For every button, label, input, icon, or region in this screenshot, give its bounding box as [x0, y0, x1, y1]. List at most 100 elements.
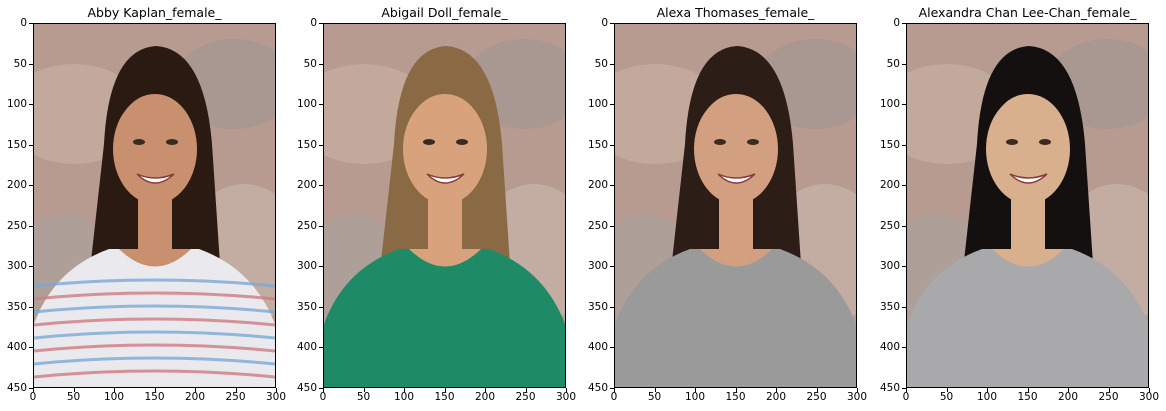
y-tick-label: 0 [20, 17, 27, 29]
y-tick-mark [610, 185, 614, 187]
x-tick-label: 50 [66, 391, 81, 403]
x-tick-label: 100 [684, 391, 706, 403]
y-tick-label: 50 [886, 57, 900, 70]
y-tick-mark [29, 306, 33, 308]
y-tick-label: 350 [6, 300, 27, 313]
y-tick-mark [902, 388, 906, 389]
y-tick-mark [29, 185, 33, 187]
y-tick-mark [902, 306, 906, 308]
y-tick-mark [319, 225, 323, 227]
image-panel: Alexandra Chan Lee-Chan_female_ 0 50 100 150… [880, 0, 1159, 411]
y-tick-label: 350 [879, 300, 900, 313]
y-tick-label: 0 [893, 17, 900, 29]
y-tick-mark [902, 347, 906, 349]
x-tick-label: 200 [1057, 391, 1079, 403]
y-tick-label: 400 [879, 341, 900, 354]
panel-title: Abby Kaplan_female_ [87, 5, 222, 20]
image-panel: Abby Kaplan_female_ 0 50 100 150 200 250 300 350… [7, 0, 286, 411]
y-tick-label: 200 [587, 179, 608, 192]
x-tick-label: 200 [184, 391, 206, 403]
x-tick-label: 300 [846, 391, 868, 403]
y-tick-mark [902, 266, 906, 268]
y-tick-mark [902, 225, 906, 227]
y-tick-mark [29, 225, 33, 227]
y-tick-label: 100 [587, 98, 608, 111]
y-tick-mark [319, 185, 323, 187]
y-tick-label: 350 [296, 300, 317, 313]
y-tick-label: 150 [6, 138, 27, 151]
y-tick-label: 400 [587, 341, 608, 354]
y-tick-label: 100 [879, 98, 900, 111]
y-tick-label: 450 [587, 382, 608, 394]
x-tick-label: 50 [647, 391, 662, 403]
y-tick-mark [29, 23, 33, 24]
x-tick-mark [566, 388, 567, 392]
y-tick-label: 250 [587, 219, 608, 232]
y-tick-label: 150 [296, 138, 317, 151]
x-tick-label: 250 [225, 391, 246, 403]
y-tick-mark [610, 306, 614, 308]
y-tick-label: 300 [296, 260, 317, 273]
y-tick-label: 200 [879, 179, 900, 192]
y-tick-mark [29, 104, 33, 106]
y-tick-label: 450 [296, 382, 317, 394]
y-tick-label: 0 [601, 17, 608, 29]
y-tick-mark [29, 63, 33, 65]
x-tick-label: 300 [1138, 391, 1160, 403]
x-tick-label: 300 [555, 391, 577, 403]
y-tick-label: 400 [296, 341, 317, 354]
x-tick-label: 50 [356, 391, 371, 403]
y-tick-label: 300 [587, 260, 608, 273]
portrait-icon [324, 24, 565, 387]
y-tick-label: 300 [6, 260, 27, 273]
y-tick-mark [902, 104, 906, 106]
x-tick-label: 150 [144, 391, 165, 403]
y-tick-label: 50 [594, 57, 608, 70]
panel-title: Alexa Thomases_female_ [656, 5, 815, 20]
y-tick-mark [29, 266, 33, 268]
y-tick-label: 250 [296, 219, 317, 232]
y-tick-mark [319, 266, 323, 268]
y-tick-mark [319, 347, 323, 349]
y-tick-label: 450 [879, 382, 900, 394]
y-tick-mark [610, 23, 614, 24]
y-tick-mark [319, 63, 323, 65]
x-tick-label: 300 [265, 391, 287, 403]
y-tick-mark [319, 23, 323, 24]
y-tick-mark [319, 388, 323, 389]
x-tick-mark [906, 388, 907, 392]
y-tick-label: 450 [6, 382, 27, 394]
y-tick-label: 100 [296, 98, 317, 111]
x-tick-mark [363, 388, 365, 392]
x-tick-mark [33, 388, 34, 392]
x-tick-label: 150 [725, 391, 746, 403]
x-tick-mark [404, 388, 405, 392]
y-tick-mark [319, 104, 323, 106]
x-tick-mark [114, 388, 115, 392]
x-tick-mark [485, 388, 486, 392]
y-tick-mark [902, 144, 906, 146]
portrait-photo [906, 23, 1149, 388]
x-tick-mark [276, 388, 277, 392]
y-tick-label: 50 [303, 57, 317, 70]
y-tick-mark [29, 388, 33, 389]
x-tick-mark [987, 388, 988, 392]
x-tick-label: 0 [610, 391, 618, 403]
x-tick-mark [73, 388, 75, 392]
portrait-photo [614, 23, 857, 388]
portrait-icon [907, 24, 1148, 387]
x-tick-mark [1027, 388, 1029, 392]
y-tick-mark [610, 104, 614, 106]
x-tick-mark [776, 388, 777, 392]
x-tick-label: 0 [319, 391, 327, 403]
y-tick-mark [610, 347, 614, 349]
panel-title: Abigail Doll_female_ [381, 5, 508, 20]
y-tick-mark [610, 388, 614, 389]
x-tick-label: 100 [393, 391, 415, 403]
x-tick-mark [857, 388, 858, 392]
x-tick-label: 50 [939, 391, 954, 403]
x-tick-label: 250 [1098, 391, 1119, 403]
x-tick-label: 100 [103, 391, 125, 403]
portrait-icon [615, 24, 856, 387]
y-tick-label: 350 [587, 300, 608, 313]
